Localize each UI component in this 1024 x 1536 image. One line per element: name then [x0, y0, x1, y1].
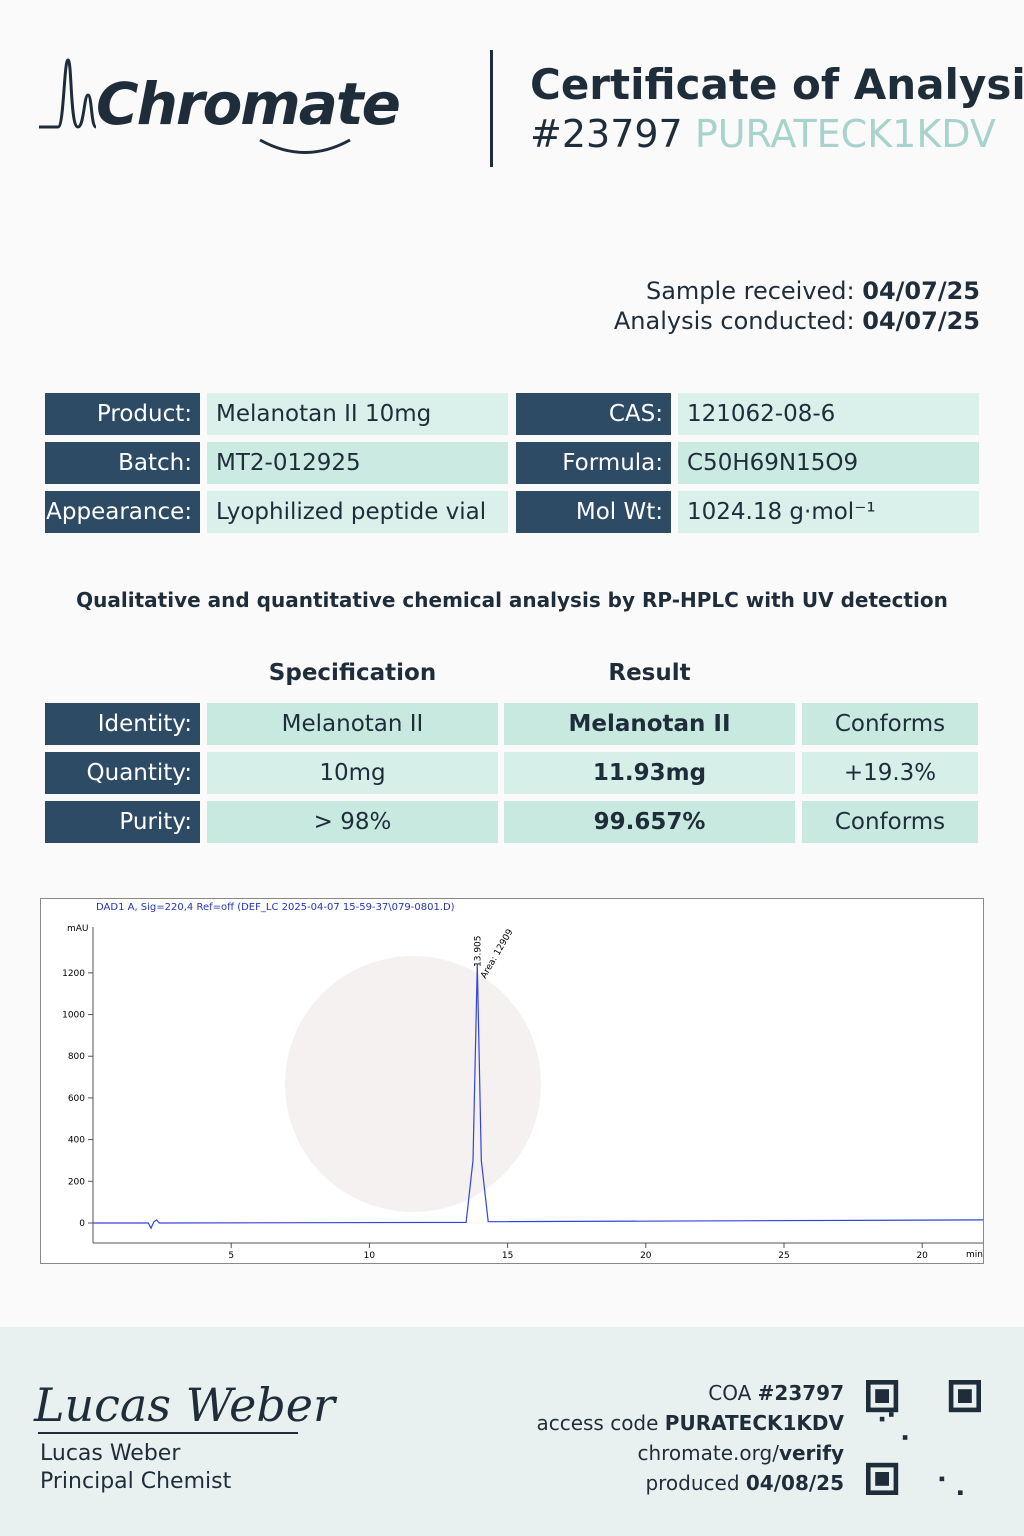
peak-area: Area: 12909 — [479, 927, 515, 980]
result-label: Identity: — [45, 703, 200, 745]
result-label: Quantity: — [45, 752, 200, 794]
qr-finder — [948, 1380, 981, 1413]
verify-label: chromate.org/ — [637, 1441, 779, 1465]
x-tick-label: 25 — [778, 1251, 789, 1261]
verify-line: COA #23797 — [536, 1378, 844, 1408]
y-tick-label: 200 — [68, 1177, 85, 1187]
info-label: Batch: — [45, 442, 200, 484]
y-tick-label: 1000 — [62, 1011, 85, 1021]
y-tick-label: 0 — [79, 1219, 85, 1229]
divider — [490, 50, 493, 167]
title: Certificate of Analysis — [530, 60, 1024, 109]
verify-label: COA — [708, 1381, 752, 1405]
verify-value: PURATECK1KDV — [664, 1411, 844, 1435]
result-cell: 99.657% — [504, 801, 795, 843]
verify-label: access code — [536, 1411, 659, 1435]
result-cell: 10mg — [207, 752, 498, 794]
date-line: Sample received: 04/07/25 — [614, 276, 980, 306]
verify-line: access code PURATECK1KDV — [536, 1408, 844, 1438]
info-value: 1024.18 g·mol⁻¹ — [678, 491, 979, 533]
date-value: 04/07/25 — [862, 307, 980, 335]
qr-module — [958, 1490, 963, 1495]
signature: Lucas Weber — [34, 1378, 335, 1432]
info-label: CAS: — [516, 393, 671, 435]
x-tick-label: 20 — [916, 1251, 928, 1261]
date-value: 04/07/25 — [862, 277, 980, 305]
column-header: Specification — [268, 660, 437, 686]
result-cell: Conforms — [802, 801, 978, 843]
logo: Chromate — [96, 70, 401, 138]
verification: COA #23797 access code PURATECK1KDV chroma… — [536, 1378, 844, 1498]
qr-module — [889, 1412, 894, 1417]
y-tick-label: 600 — [68, 1094, 85, 1104]
result-cell: Melanotan II — [504, 703, 795, 745]
cert-number: #23797 — [530, 112, 683, 156]
x-tick-label: 5 — [228, 1251, 234, 1261]
x-tick-label: 10 — [364, 1251, 376, 1261]
qr-finder — [866, 1462, 899, 1495]
y-tick-label: 800 — [68, 1052, 85, 1062]
verify-line: chromate.org/verify — [536, 1438, 844, 1468]
result-cell: +19.3% — [802, 752, 978, 794]
date-label: Sample received: — [645, 277, 855, 305]
footer-band — [0, 1327, 1024, 1536]
result-cell: Melanotan II — [207, 703, 498, 745]
qr-finder — [875, 1389, 889, 1403]
info-label: Formula: — [516, 442, 671, 484]
watermark — [285, 956, 541, 1212]
chromatogram: DAD1 A, Sig=220,4 Ref=off (DEF_LC 2025-0… — [40, 898, 984, 1264]
info-label: Appearance: — [45, 491, 200, 533]
x-unit: min — [966, 1250, 983, 1260]
column-header: Result — [608, 660, 691, 686]
signature-line — [38, 1432, 298, 1434]
cert-id: #23797 PURATECK1KDV — [530, 112, 996, 156]
trace — [93, 964, 983, 1230]
cert-code: PURATECK1KDV — [694, 112, 996, 156]
info-value: C50H69N15O9 — [678, 442, 979, 484]
qr-finder — [958, 1389, 972, 1403]
date-line: Analysis conducted: 04/07/25 — [614, 306, 980, 336]
signer: Lucas Weber Principal Chemist — [40, 1440, 231, 1496]
y-tick-label: 400 — [68, 1136, 85, 1146]
verify-label: produced — [645, 1471, 740, 1495]
chart-header: DAD1 A, Sig=220,4 Ref=off (DEF_LC 2025-0… — [96, 902, 455, 913]
qr-module — [902, 1435, 908, 1440]
info-label: Mol Wt: — [516, 491, 671, 533]
verify-value: 04/08/25 — [745, 1471, 844, 1495]
qr-finder — [866, 1380, 899, 1413]
verify-line: produced 04/08/25 — [536, 1468, 844, 1498]
peak-label: 13.905 — [473, 936, 483, 968]
info-value: MT2-012925 — [207, 442, 508, 484]
y-tick-label: 1200 — [62, 969, 85, 979]
dates: Sample received: 04/07/25 Analysis condu… — [614, 276, 980, 336]
info-value: Lyophilized peptide vial — [207, 491, 508, 533]
method: Qualitative and quantitative chemical an… — [76, 588, 948, 612]
qr-module — [879, 1416, 885, 1422]
signer-name: Lucas Weber — [40, 1441, 181, 1466]
logo-smile — [259, 138, 351, 154]
logo-mark — [39, 58, 98, 129]
qr-module — [939, 1476, 945, 1482]
x-tick-label: 20 — [640, 1251, 652, 1261]
info-value: 121062-08-6 — [678, 393, 979, 435]
y-unit: mAU — [67, 924, 89, 934]
signer-role: Principal Chemist — [40, 1469, 232, 1494]
result-cell: > 98% — [207, 801, 498, 843]
qr-code — [866, 1380, 981, 1495]
info-value: Melanotan II 10mg — [207, 393, 508, 435]
date-label: Analysis conducted: — [613, 307, 855, 335]
result-cell: 11.93mg — [504, 752, 795, 794]
x-tick-label: 15 — [502, 1251, 513, 1261]
result-cell: Conforms — [802, 703, 978, 745]
info-label: Product: — [45, 393, 200, 435]
verify-value: verify — [778, 1441, 844, 1465]
verify-value: #23797 — [757, 1381, 844, 1405]
qr-finder — [875, 1472, 889, 1486]
result-label: Purity: — [45, 801, 200, 843]
